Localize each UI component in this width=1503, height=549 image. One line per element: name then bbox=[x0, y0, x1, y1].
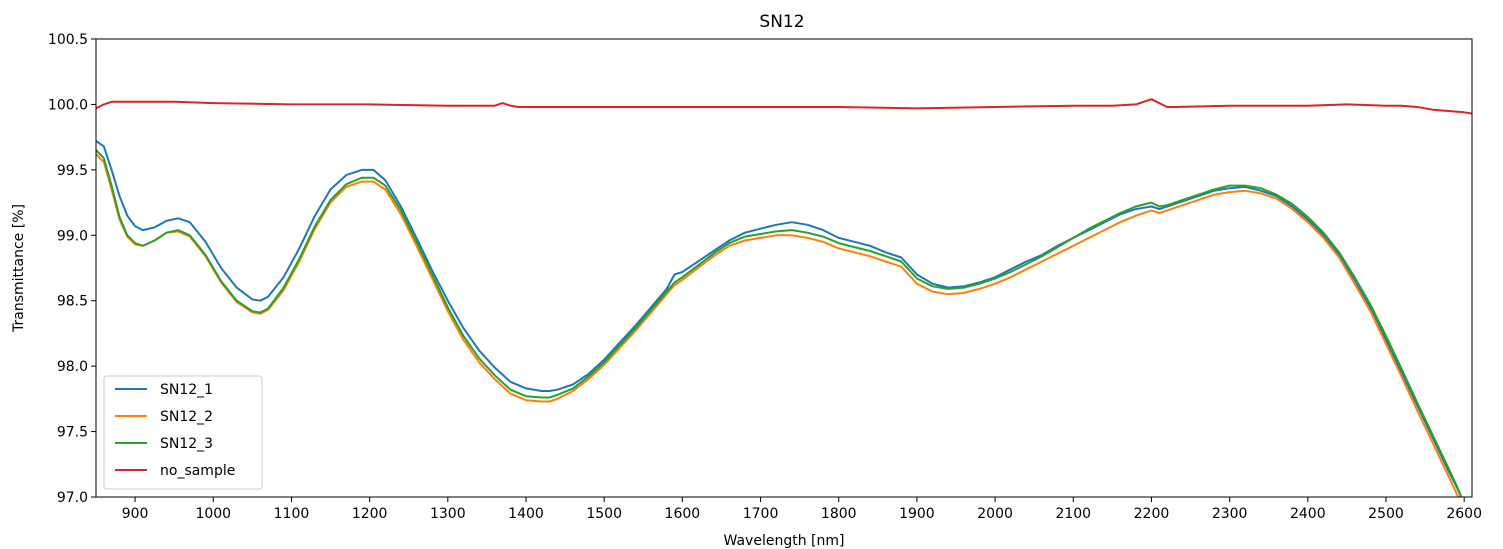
x-tick-label: 2100 bbox=[1055, 506, 1091, 522]
series-line-SN12_1 bbox=[96, 140, 1463, 497]
x-tick-label: 2500 bbox=[1368, 506, 1404, 522]
x-tick-label: 2600 bbox=[1446, 506, 1482, 522]
legend-box bbox=[103, 375, 263, 490]
y-tick-label: 99.0 bbox=[57, 228, 88, 244]
x-tick-label: 2200 bbox=[1134, 506, 1170, 522]
legend-label: SN12_2 bbox=[160, 409, 213, 425]
y-tick-label: 99.5 bbox=[57, 163, 88, 179]
legend-label: SN12_1 bbox=[160, 382, 213, 398]
series-line-no_sample bbox=[96, 98, 1472, 115]
x-axis: 900 1000 1100 1200 1300 1400 1500 1600 1700 1800 1… bbox=[122, 497, 1482, 522]
y-axis: 97.0 97.5 98.0 98.5 99.0 99.5 100.0 100.5 bbox=[48, 32, 96, 506]
x-tick-label: 900 bbox=[122, 506, 149, 522]
x-tick-label: 1400 bbox=[508, 506, 544, 522]
x-tick-label: 1800 bbox=[821, 506, 857, 522]
x-tick-label: 1900 bbox=[899, 506, 935, 522]
x-tick-label: 1300 bbox=[430, 506, 466, 522]
y-axis-label: Transmittance [%] bbox=[11, 204, 27, 333]
y-tick-label: 98.0 bbox=[57, 359, 88, 375]
x-tick-label: 1600 bbox=[665, 506, 701, 522]
legend: SN12_1 SN12_2 SN12_3 no_sample bbox=[103, 375, 263, 490]
x-tick-label: 2400 bbox=[1290, 506, 1326, 522]
plot-area bbox=[96, 39, 1472, 497]
series-layer bbox=[96, 98, 1472, 497]
x-tick-label: 1200 bbox=[352, 506, 388, 522]
y-tick-label: 97.5 bbox=[57, 425, 88, 441]
x-tick-label: 2000 bbox=[977, 506, 1013, 522]
y-tick-label: 98.5 bbox=[57, 294, 88, 310]
chart-title: SN12 bbox=[759, 12, 804, 32]
x-tick-label: 1700 bbox=[743, 506, 779, 522]
y-tick-label: 100.5 bbox=[48, 32, 88, 48]
y-tick-label: 100.0 bbox=[48, 97, 88, 113]
legend-label: no_sample bbox=[160, 463, 235, 479]
y-tick-label: 97.0 bbox=[57, 490, 88, 506]
plot-frame bbox=[95, 38, 1473, 498]
series-line-SN12_3 bbox=[96, 149, 1463, 497]
x-tick-label: 2300 bbox=[1212, 506, 1248, 522]
x-tick-label: 1000 bbox=[195, 506, 231, 522]
legend-label: SN12_3 bbox=[160, 436, 213, 452]
x-tick-label: 1100 bbox=[274, 506, 310, 522]
x-axis-label: Wavelength [nm] bbox=[724, 533, 845, 549]
x-tick-label: 1500 bbox=[586, 506, 622, 522]
